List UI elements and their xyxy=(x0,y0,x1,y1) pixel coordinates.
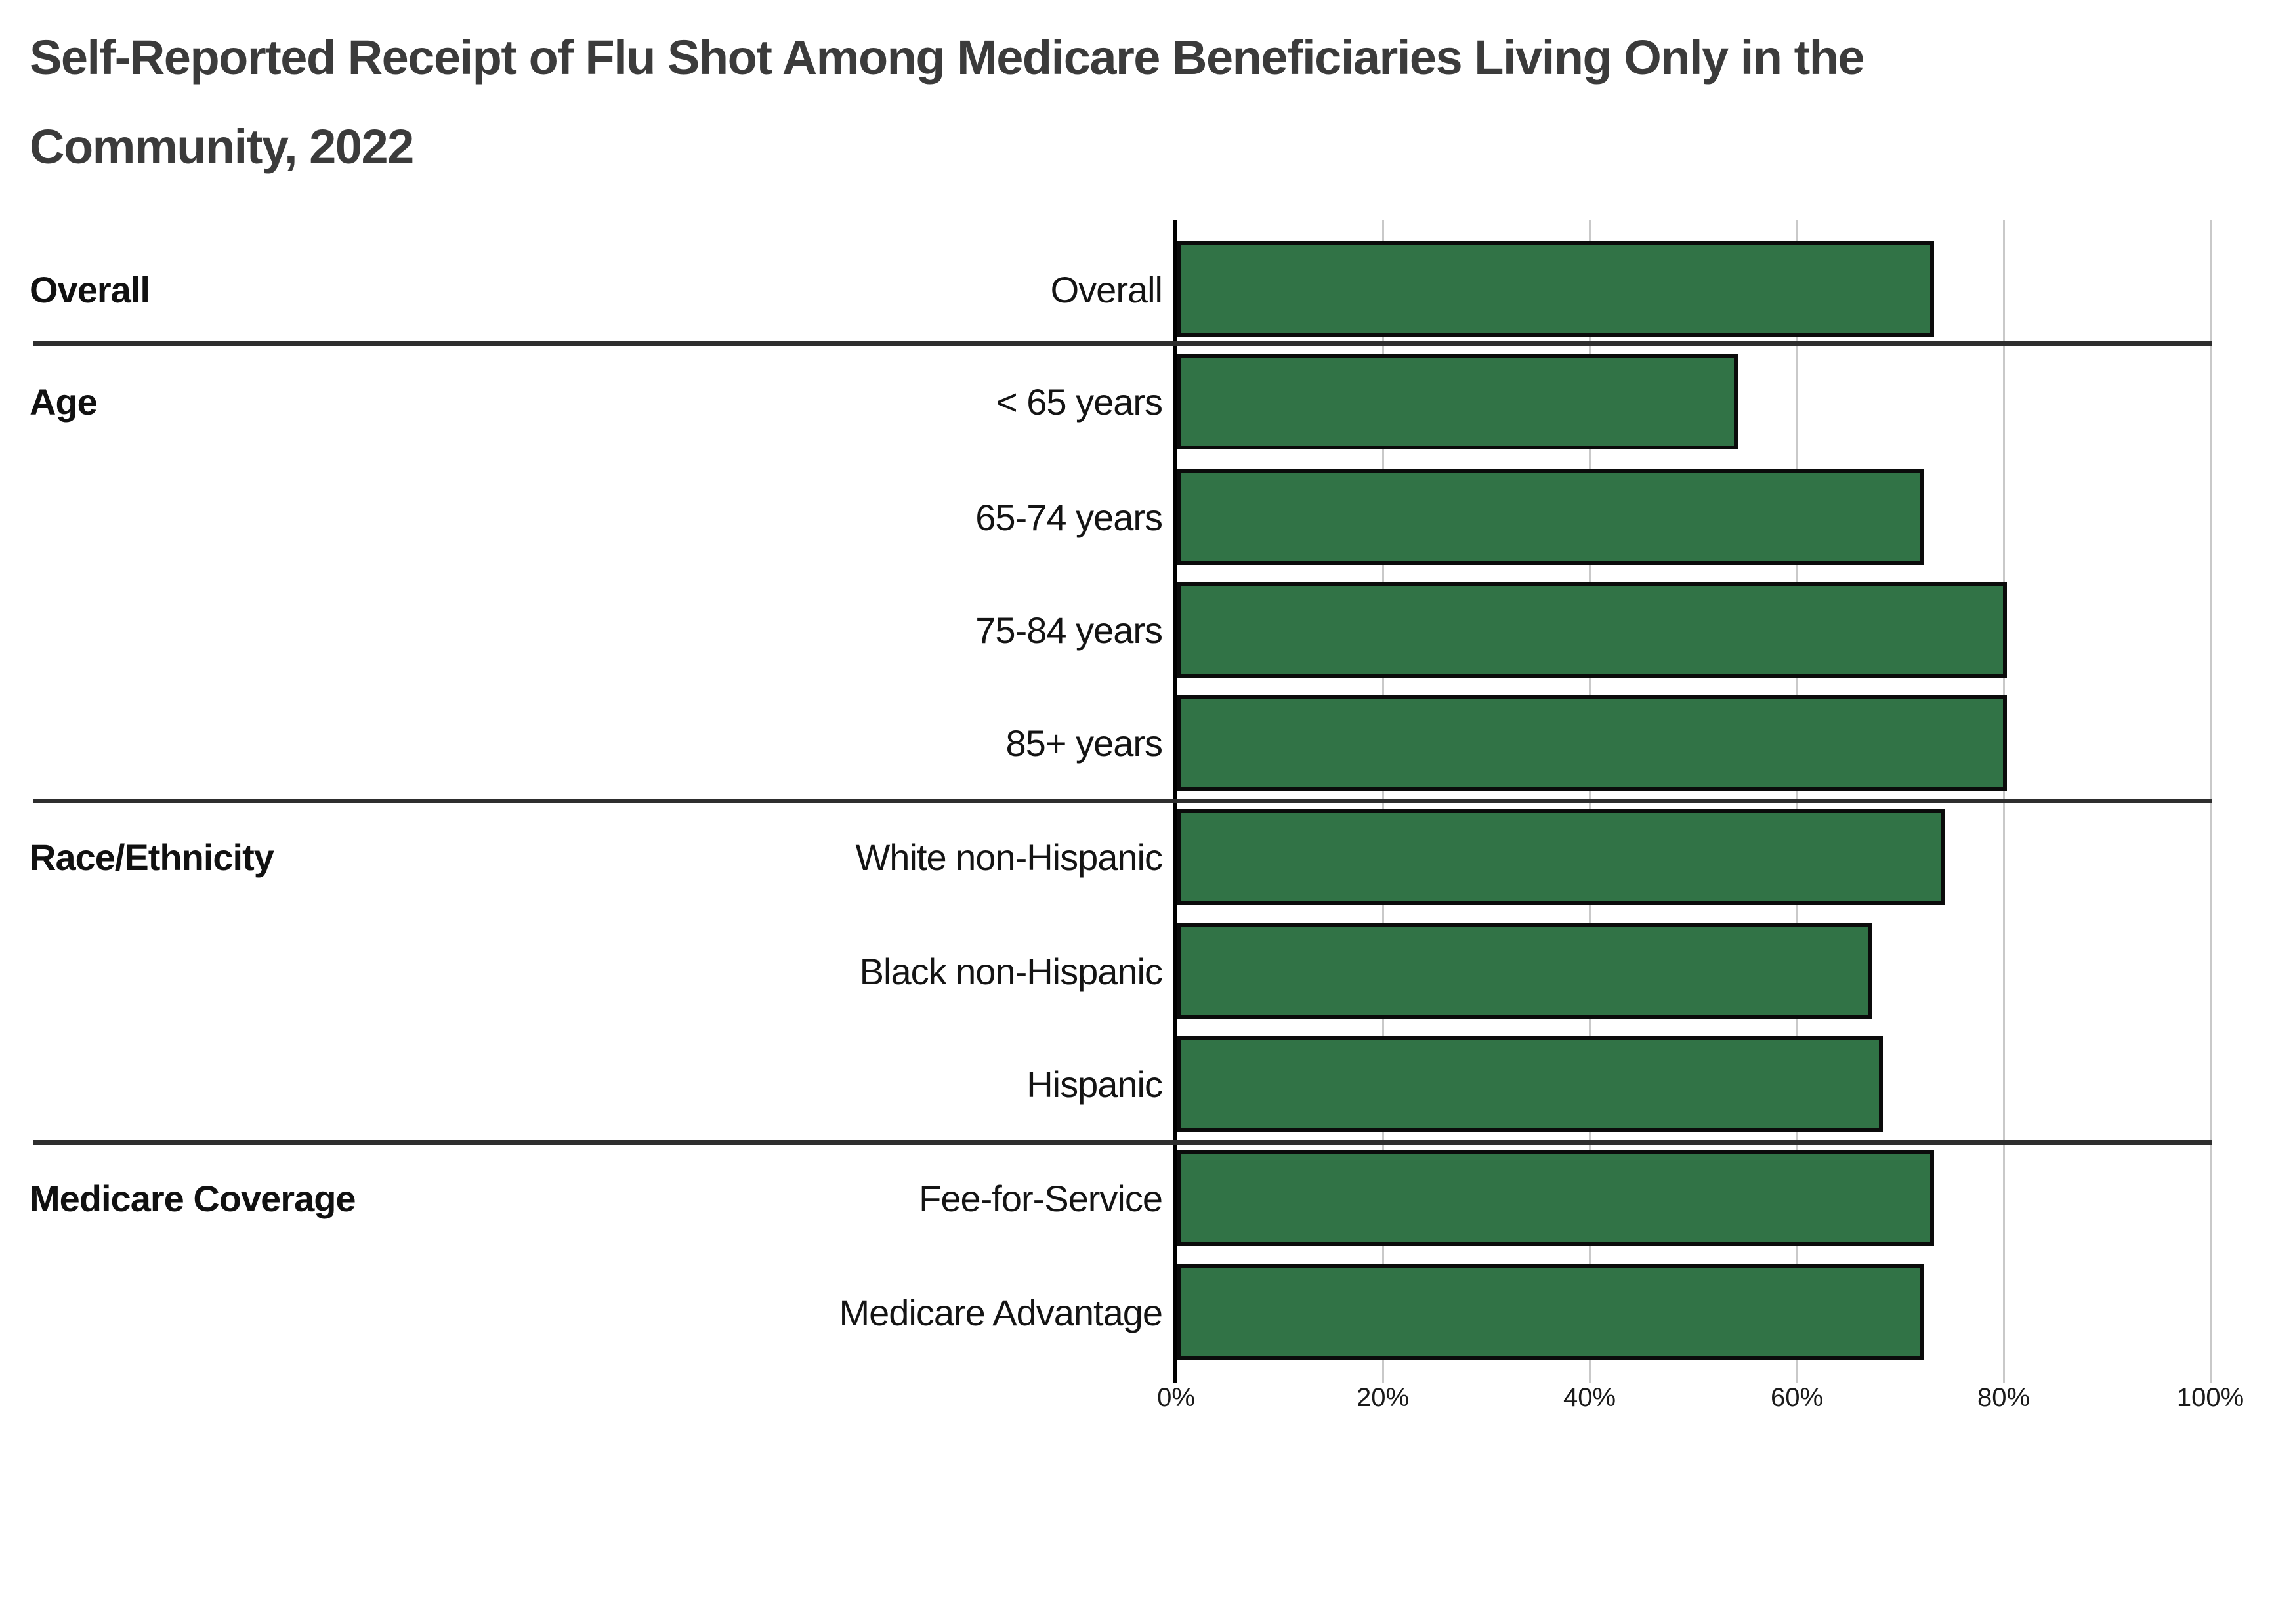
bar xyxy=(1177,582,2007,678)
bar xyxy=(1177,809,1945,905)
category-label: White non-Hispanic xyxy=(855,836,1163,878)
x-axis-tick-label: 40% xyxy=(1563,1383,1616,1412)
bar xyxy=(1177,469,1924,565)
category-label: 85+ years xyxy=(1005,722,1164,764)
bar xyxy=(1177,923,1872,1019)
row-separator xyxy=(33,341,2212,346)
category-label: Hispanic xyxy=(1026,1063,1163,1105)
bar xyxy=(1177,1264,1924,1360)
x-axis-tick-label: 60% xyxy=(1770,1383,1824,1412)
category-label: Black non-Hispanic xyxy=(859,950,1163,992)
x-axis-tick-label: 0% xyxy=(1157,1383,1195,1412)
category-label: 65-74 years xyxy=(975,496,1163,538)
group-label: Age xyxy=(30,381,98,423)
group-label: Race/Ethnicity xyxy=(30,836,274,878)
category-label: Overall xyxy=(1050,268,1163,310)
row-separator xyxy=(33,799,2212,803)
group-label: Overall xyxy=(30,268,150,310)
chart-title-line1: Self-Reported Receipt of Flu Shot Among … xyxy=(30,30,1865,85)
category-label: 75-84 years xyxy=(975,609,1163,651)
bar xyxy=(1177,354,1738,449)
chart-title: Self-Reported Receipt of Flu Shot Among … xyxy=(30,13,2195,192)
bar xyxy=(1177,1150,1934,1246)
bar xyxy=(1177,241,1934,337)
group-label: Medicare Coverage xyxy=(30,1177,356,1219)
x-axis-tick-label: 80% xyxy=(1977,1383,2031,1412)
category-label: < 65 years xyxy=(996,381,1163,423)
x-axis-tick-label: 20% xyxy=(1356,1383,1410,1412)
category-label: Medicare Advantage xyxy=(839,1291,1163,1333)
row-separator xyxy=(33,1140,2212,1145)
chart-title-line2: Community, 2022 xyxy=(30,119,414,174)
x-axis-tick-label: 100% xyxy=(2176,1383,2244,1412)
bar xyxy=(1177,695,2007,791)
bar xyxy=(1177,1036,1883,1132)
category-label: Fee-for-Service xyxy=(919,1177,1163,1219)
